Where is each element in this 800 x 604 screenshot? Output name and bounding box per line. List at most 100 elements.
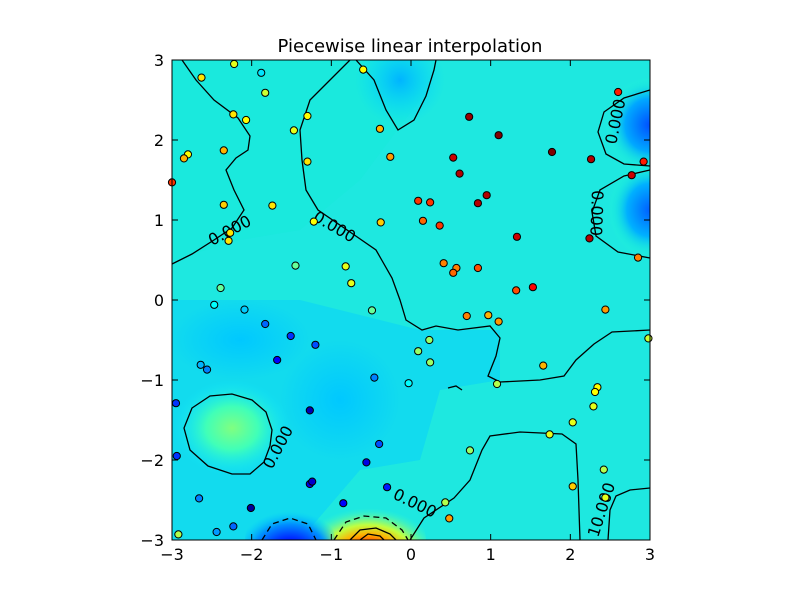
data-point-48: [347, 279, 356, 288]
data-point-23: [627, 171, 636, 180]
data-point-38: [585, 234, 594, 243]
data-point-57: [261, 319, 270, 329]
data-point-75: [589, 402, 598, 411]
data-point-26: [473, 199, 483, 208]
field-top-blue-patch: [355, 60, 445, 125]
y-tick-label: 1: [154, 211, 164, 230]
data-point-10: [179, 154, 189, 163]
contour-label-4: 0.000: [586, 190, 607, 236]
x-tick-label: 3: [645, 545, 655, 564]
y-tick-label: 0: [154, 291, 164, 310]
data-point-69: [539, 361, 548, 370]
data-point-45: [528, 283, 537, 292]
contour-line-green-loop: [183, 393, 273, 475]
x-axis: −3 −2 −1 0 1 2 3: [160, 60, 655, 564]
x-tick-label: 0: [406, 545, 416, 564]
data-point-11: [219, 146, 228, 155]
contour-line-cold: [261, 517, 317, 540]
data-point-35: [226, 228, 235, 237]
data-point-24: [455, 169, 464, 178]
data-point-79: [465, 446, 475, 455]
y-tick-label: 3: [154, 51, 164, 70]
data-point-88: [441, 498, 450, 507]
data-point-85: [308, 477, 317, 486]
field-blue-patch-left: [172, 300, 310, 380]
contour-line-right-mid: [591, 169, 650, 259]
data-point-44: [512, 286, 521, 295]
x-tick-label: 2: [565, 545, 575, 564]
field-green-patch: [174, 380, 290, 476]
data-point-28: [426, 198, 435, 207]
data-point-81: [362, 458, 371, 467]
x-tick-label: −3: [160, 545, 184, 564]
y-tick-label: −3: [140, 531, 164, 550]
data-point-82: [599, 465, 608, 474]
data-point-14: [375, 124, 385, 133]
data-point-40: [439, 259, 448, 268]
data-point-3: [261, 88, 270, 97]
data-point-18: [494, 131, 503, 140]
field-right-blue-mid: [608, 162, 650, 258]
contour-line-right-top: [597, 89, 650, 167]
data-point-16: [449, 153, 458, 162]
y-tick-label: −2: [140, 451, 164, 470]
data-point-5: [229, 110, 238, 119]
data-point-50: [210, 300, 219, 309]
data-point-30: [435, 221, 444, 230]
contour-line-bottom-right: [607, 487, 650, 540]
data-point-46: [291, 261, 300, 270]
data-point-27: [414, 196, 423, 205]
data-point-76: [568, 418, 577, 427]
data-point-12: [303, 157, 312, 166]
data-point-36: [224, 236, 233, 245]
data-point-71: [590, 387, 600, 397]
field-right-blue-top: [605, 77, 650, 173]
data-point-91: [601, 493, 610, 502]
data-point-61: [414, 347, 423, 356]
data-point-53: [462, 311, 471, 321]
x-tick-label: 1: [486, 545, 496, 564]
data-point-92: [229, 522, 238, 531]
data-point-66: [370, 373, 379, 382]
data-point-64: [196, 360, 205, 369]
data-point-74: [305, 406, 314, 415]
data-point-78: [375, 439, 384, 449]
contour-line-topleft: [172, 60, 251, 265]
contour-line-center: [299, 60, 650, 383]
data-point-72: [644, 334, 653, 343]
data-point-4: [359, 65, 368, 74]
data-point-0: [230, 59, 239, 69]
data-point-42: [449, 268, 458, 277]
data-point-1: [197, 73, 206, 82]
data-point-56: [601, 305, 610, 314]
data-point-95: [445, 514, 454, 523]
data-point-6: [241, 115, 251, 125]
data-point-33: [268, 201, 277, 210]
data-point-93: [212, 527, 221, 537]
y-tick-label: 2: [154, 131, 164, 150]
y-tick-label: −1: [140, 371, 164, 390]
data-point-20: [586, 155, 596, 164]
contour-line-small: [447, 385, 463, 391]
data-point-54: [484, 311, 493, 320]
data-point-25: [482, 191, 491, 200]
data-point-19: [547, 147, 557, 157]
chart-title: Piecewise linear interpolation: [278, 36, 543, 57]
data-point-22: [639, 157, 648, 166]
data-point-59: [311, 340, 320, 349]
data-point-39: [633, 253, 643, 262]
scatter-points: [167, 59, 653, 539]
y-axis: −3 −2 −1 0 1 2 3: [140, 51, 650, 550]
data-point-8: [289, 126, 298, 135]
x-tick-label: −1: [320, 545, 344, 564]
data-point-58: [286, 331, 295, 341]
data-point-89: [339, 499, 348, 508]
data-point-90: [246, 503, 255, 513]
contour-line-hot-core: [359, 533, 385, 540]
contour-line-top-loop: [355, 60, 437, 131]
data-point-52: [367, 306, 377, 315]
data-point-86: [383, 483, 392, 492]
data-point-73: [171, 399, 181, 408]
